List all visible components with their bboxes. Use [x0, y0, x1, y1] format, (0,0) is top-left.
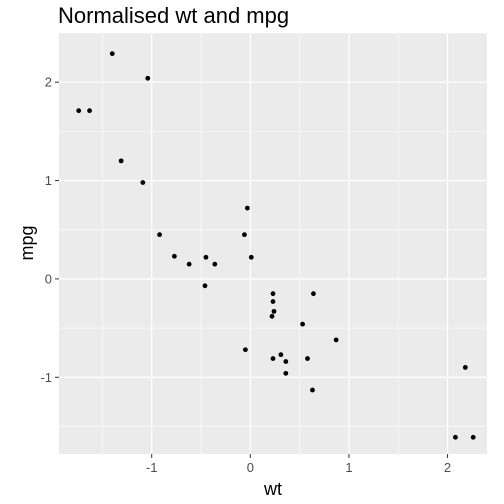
plot-panel [59, 33, 487, 454]
y-axis-title: mpg [17, 225, 37, 260]
data-point [271, 356, 276, 361]
data-point [172, 254, 177, 259]
x-tick-label: 2 [444, 460, 451, 475]
data-point [76, 108, 81, 113]
x-axis-title: wt [263, 479, 282, 499]
y-tick-label: 1 [45, 173, 52, 188]
data-point [119, 158, 124, 163]
data-point [272, 309, 277, 314]
data-point [204, 255, 209, 260]
data-point [187, 262, 192, 267]
y-tick-labels: -1 0 1 2 [40, 75, 52, 385]
data-point [270, 314, 275, 319]
data-point [242, 232, 247, 237]
data-point [283, 371, 288, 376]
chart-title: Normalised wt and mpg [58, 3, 289, 28]
data-point [145, 76, 150, 81]
data-point [203, 283, 208, 288]
data-point [87, 108, 92, 113]
data-point [140, 180, 145, 185]
y-tick-label: 0 [45, 271, 52, 286]
data-point [311, 291, 316, 296]
data-point [271, 291, 276, 296]
y-tick-label: -1 [40, 370, 52, 385]
data-point [463, 365, 468, 370]
data-point [453, 435, 458, 440]
data-point [245, 206, 250, 211]
data-point [471, 435, 476, 440]
data-point [243, 347, 248, 352]
data-point [157, 232, 162, 237]
data-point [283, 359, 288, 364]
data-point [310, 388, 315, 393]
data-point [334, 337, 339, 342]
x-tick-label: -1 [146, 460, 158, 475]
x-tick-label: 1 [345, 460, 352, 475]
data-point [271, 299, 276, 304]
data-point [278, 352, 283, 357]
data-point [300, 322, 305, 327]
x-tick-labels: -1 0 1 2 [146, 460, 451, 475]
data-point [212, 262, 217, 267]
data-point [249, 255, 254, 260]
y-tick-label: 2 [45, 75, 52, 90]
data-point [110, 51, 115, 56]
x-tick-label: 0 [247, 460, 254, 475]
data-point [305, 356, 310, 361]
